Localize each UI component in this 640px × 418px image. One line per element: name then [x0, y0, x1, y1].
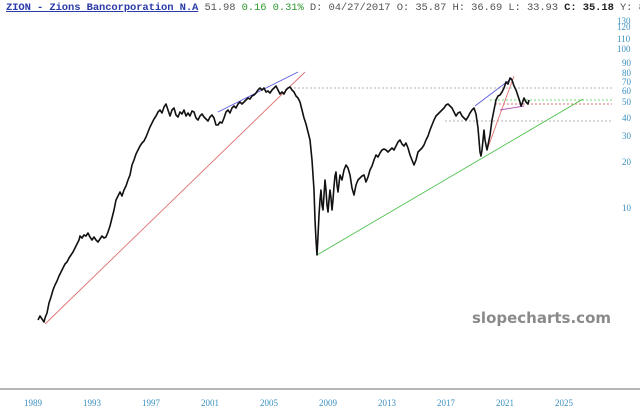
x-tick-1989: 1989 — [24, 398, 43, 408]
x-tick-1993: 1993 — [83, 398, 102, 408]
low-label: L: 33.93 — [508, 2, 558, 14]
close-label: C: 35.18 — [564, 2, 614, 14]
high-label: H: 36.69 — [452, 2, 503, 14]
horizontal-levels — [290, 87, 612, 122]
trendline-green-long[interactable] — [316, 98, 584, 256]
x-tick-2021: 2021 — [496, 398, 514, 408]
y-label: Y: 80.21 — [619, 2, 640, 14]
chart-header: ZION - Zions Bancorporation N.A 51.98 0.… — [6, 2, 640, 14]
trendline-red-2020[interactable] — [486, 75, 515, 151]
y-tick-100: 100 — [617, 44, 631, 54]
x-tick-2025: 2025 — [555, 398, 574, 408]
y-tick-70: 70 — [622, 77, 632, 87]
y-tick-30: 30 — [622, 131, 632, 141]
y-tick-10: 10 — [622, 203, 632, 213]
y-tick-40: 40 — [622, 113, 632, 123]
y-axis: 130 120 110 100 90 80 70 60 50 40 30 20 … — [617, 16, 632, 213]
x-tick-2013: 2013 — [378, 398, 397, 408]
y-tick-20: 20 — [622, 157, 632, 167]
x-tick-2001: 2001 — [201, 398, 219, 408]
last-price: 51.98 — [204, 2, 236, 14]
date-label: D: 04/27/2017 — [309, 2, 391, 14]
x-axis: 1989 1993 1997 2001 2005 2009 2013 2017 … — [24, 398, 574, 408]
price-line — [37, 77, 530, 323]
trendline-red-long[interactable] — [44, 71, 306, 325]
y-tick-80: 80 — [622, 68, 632, 78]
trendline-purple-2021[interactable] — [499, 105, 525, 111]
y-tick-110: 110 — [617, 34, 631, 44]
x-tick-1997: 1997 — [142, 398, 161, 408]
price-change: 0.16 — [241, 2, 267, 14]
x-tick-2009: 2009 — [319, 398, 338, 408]
y-tick-90: 90 — [622, 58, 632, 68]
trendline-blue-2002[interactable] — [217, 71, 299, 113]
y-tick-60: 60 — [622, 86, 632, 96]
y-tick-130: 130 — [617, 16, 631, 26]
open-label: O: 35.87 — [396, 2, 447, 14]
x-tick-2005: 2005 — [260, 398, 279, 408]
ticker-link[interactable]: ZION - Zions Bancorporation N.A — [6, 2, 199, 14]
watermark: slopecharts.com — [472, 309, 611, 327]
x-tick-2017: 2017 — [437, 398, 456, 408]
y-tick-120: 120 — [617, 22, 631, 32]
y-tick-50: 50 — [622, 97, 632, 107]
price-change-pct: 0.31% — [272, 2, 304, 14]
